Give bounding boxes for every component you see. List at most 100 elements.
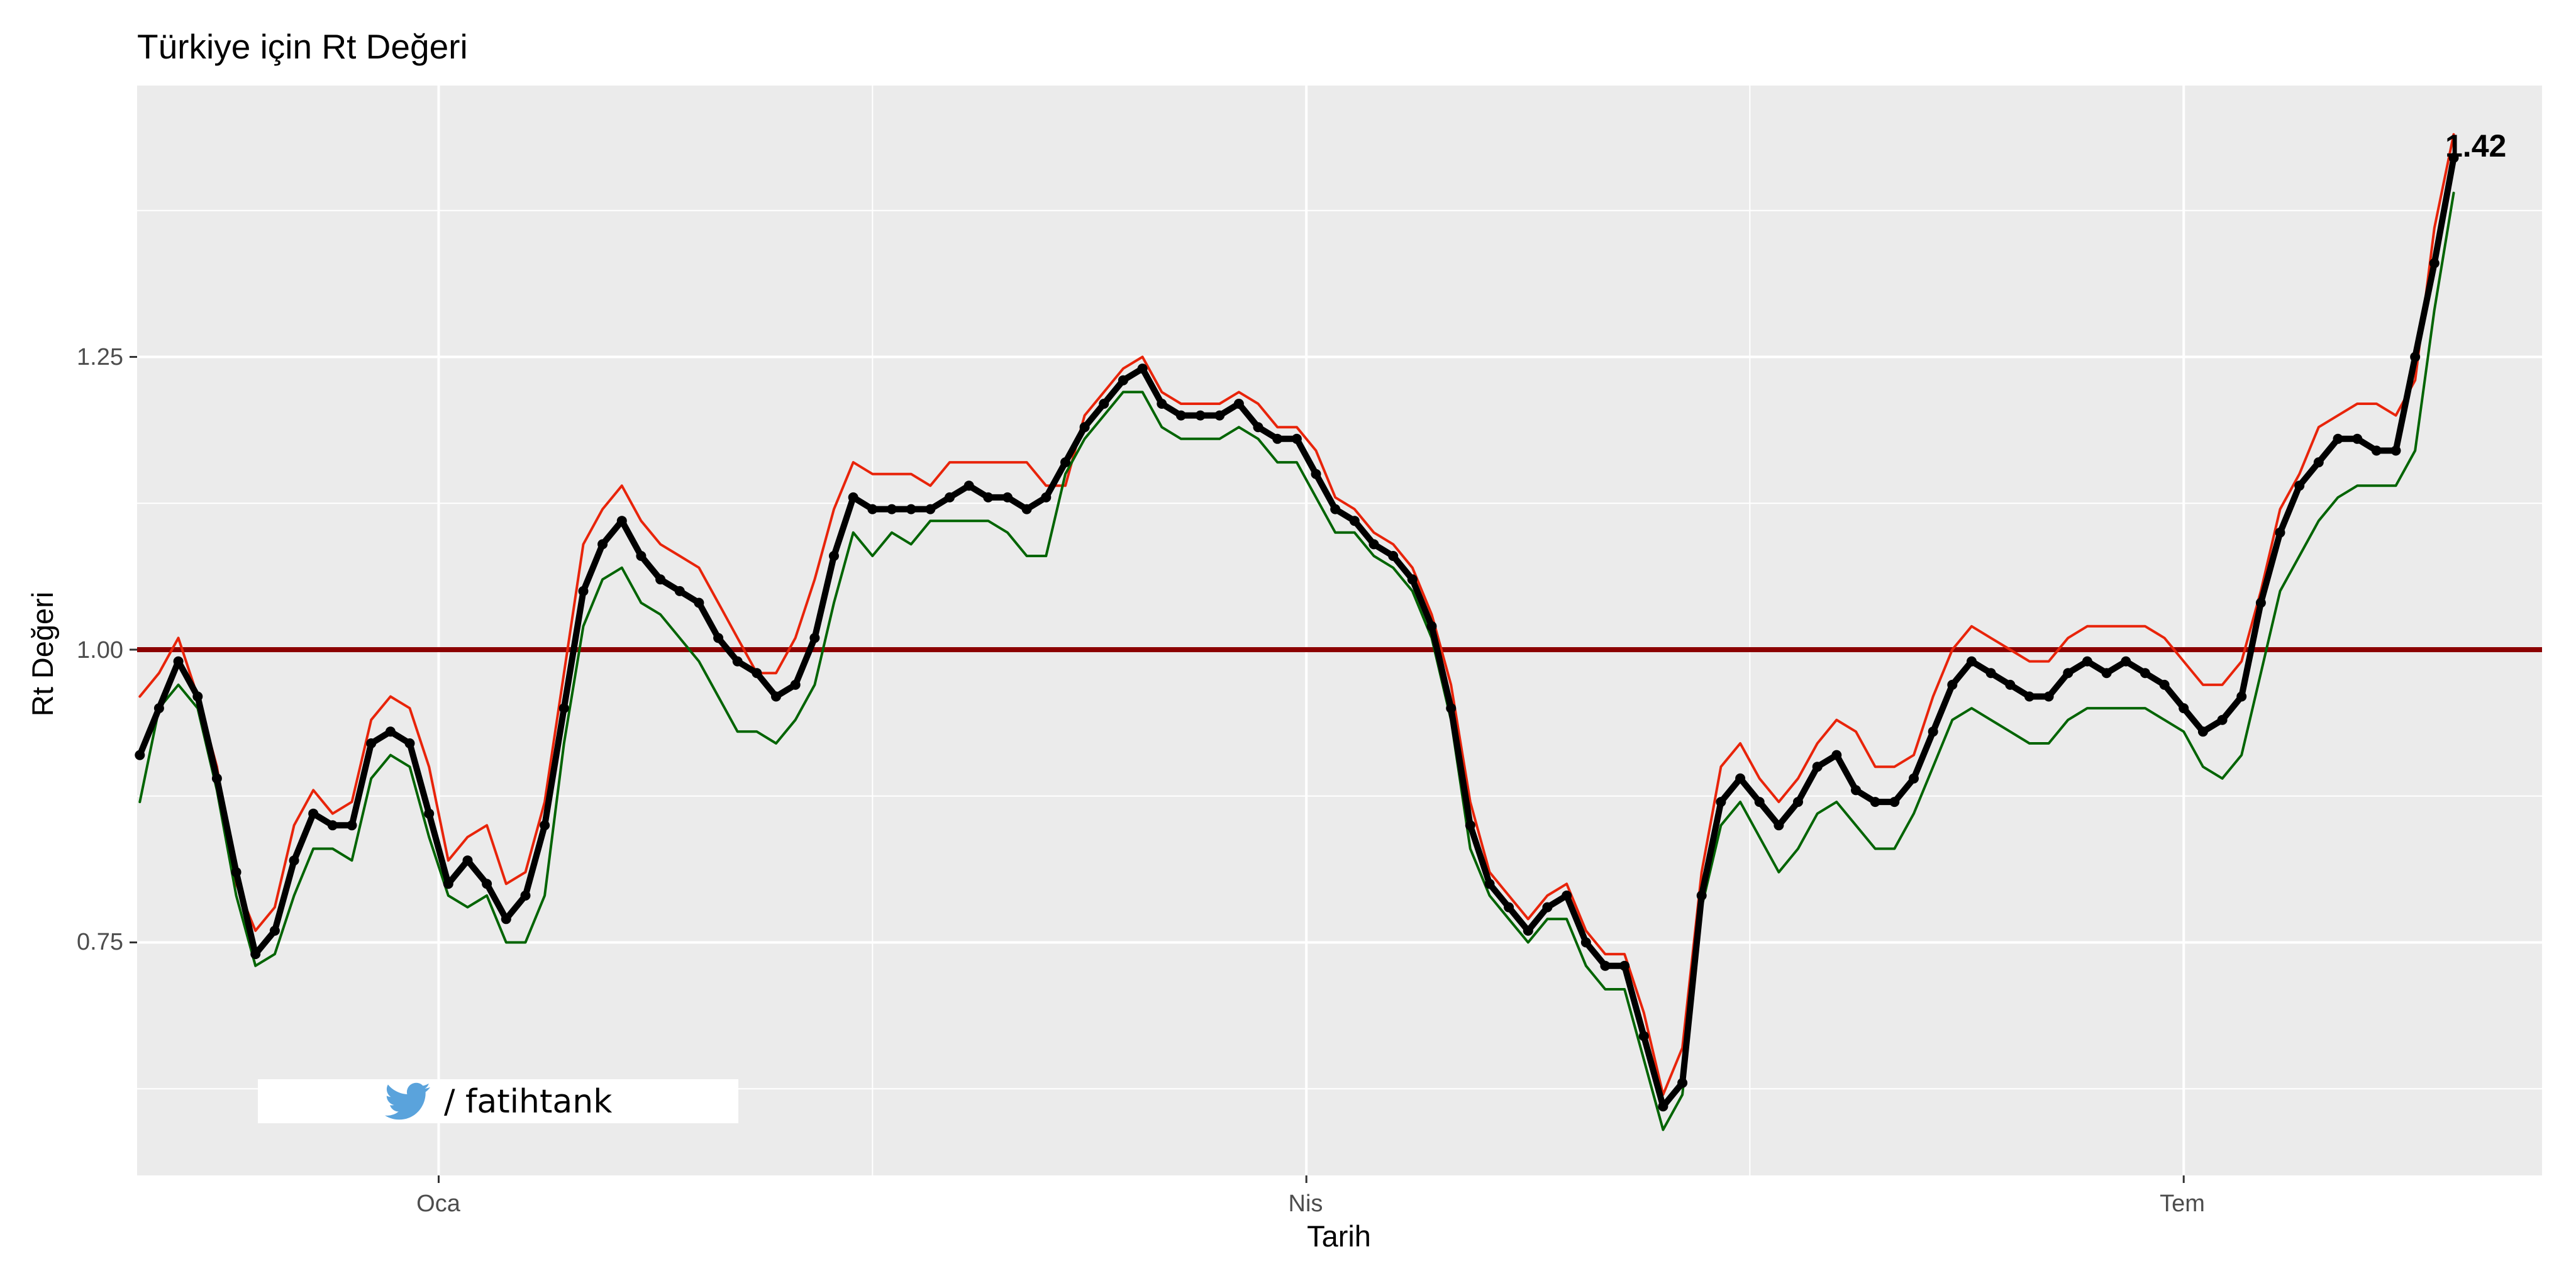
minor-gridlines	[4, 86, 2542, 1175]
rt-point	[1619, 960, 1630, 971]
rt-point	[1291, 433, 1302, 444]
rt-point	[540, 820, 550, 831]
rt-point	[1831, 750, 1842, 760]
rt-point	[2390, 445, 2401, 456]
rt-point	[520, 891, 531, 901]
rt-point	[1388, 551, 1399, 561]
rt-point	[1137, 364, 1148, 374]
rt-point	[1233, 399, 1244, 409]
rt-point	[597, 539, 608, 550]
rt-point	[1079, 422, 1090, 433]
rt-point	[1446, 703, 1457, 714]
x-axis-title: Tarih	[1307, 1219, 1371, 1253]
x-tick-label: Tem	[2160, 1191, 2205, 1217]
rt-point	[558, 703, 569, 714]
rt-point	[1368, 539, 1379, 550]
rt-point	[1967, 656, 1977, 667]
rt-point	[1311, 469, 1321, 479]
rt-point	[308, 808, 319, 819]
rt-point	[1407, 574, 1418, 585]
rt-point	[2313, 457, 2324, 468]
rt-point	[501, 914, 511, 924]
rt-point	[2197, 726, 2208, 737]
rt-point	[925, 504, 936, 514]
rt-point	[2101, 668, 2112, 679]
rt-point	[404, 738, 415, 748]
rt-points	[135, 153, 2459, 1112]
rt-point	[462, 855, 473, 866]
rt-point	[1426, 621, 1437, 631]
twitter-bird-icon	[385, 1082, 430, 1120]
rt-point	[655, 574, 666, 585]
rt-point	[1985, 668, 1996, 679]
y-tick-label: 0.75	[77, 929, 123, 955]
rt-point	[1484, 879, 1495, 889]
rt-point	[1600, 960, 1611, 971]
rt-point	[366, 738, 377, 748]
rt-point	[1021, 504, 1032, 514]
rt-point	[1157, 399, 1167, 409]
rt-point	[2159, 679, 2170, 690]
rt-point	[1774, 820, 1784, 831]
rt-point	[2294, 480, 2305, 491]
x-tick-label: Nis	[1289, 1191, 1323, 1217]
rt-point	[1041, 492, 1052, 502]
rt-point	[1947, 679, 1958, 690]
rt-point	[1580, 937, 1591, 948]
rt-point	[578, 586, 589, 596]
credit-background	[258, 1079, 738, 1123]
rt-point	[636, 551, 647, 561]
rt-point	[1735, 773, 1746, 784]
rt-point	[1889, 797, 1900, 808]
rt-point	[2217, 714, 2228, 725]
rt-point	[829, 551, 839, 561]
rt-point	[771, 691, 781, 702]
rt-point	[2429, 258, 2440, 269]
rt-point	[2410, 352, 2421, 362]
y-tick-label: 1.00	[77, 637, 123, 663]
credit-handle: / fatihtank	[444, 1083, 612, 1121]
rt-point	[2005, 679, 2016, 690]
rt-point	[1562, 891, 1572, 901]
rt-point	[1175, 410, 1186, 421]
rt-point	[1677, 1077, 1688, 1088]
rt-point	[2082, 656, 2092, 667]
rt-point	[1099, 399, 1109, 409]
rt-point	[2352, 433, 2363, 444]
rt-point	[1195, 410, 1206, 421]
rt-point	[1504, 902, 1514, 913]
chart-title: Türkiye için Rt Değeri	[137, 27, 468, 66]
rt-point	[1253, 422, 1263, 433]
rt-point	[231, 867, 242, 877]
rt-point	[347, 820, 357, 831]
y-axis-title: Rt Değeri	[26, 592, 59, 717]
rt-point	[2140, 668, 2150, 679]
rt-point	[1716, 797, 1726, 808]
end-value-label: 1.42	[2445, 128, 2506, 164]
rt-point	[713, 633, 724, 643]
rt-point	[385, 726, 396, 737]
rt-point	[2333, 433, 2343, 444]
rt-point	[2371, 445, 2382, 456]
rt-point	[1851, 785, 1861, 796]
rt-point	[250, 949, 261, 960]
rt-point	[2236, 691, 2247, 702]
rt-point	[1002, 492, 1013, 502]
y-tick-marks	[130, 356, 137, 943]
y-tick-label: 1.25	[77, 344, 123, 370]
rt-point	[906, 504, 916, 514]
plot-panel	[137, 86, 2542, 1175]
series-line-lower	[138, 191, 2455, 1131]
rt-point	[945, 492, 955, 502]
rt-point	[211, 773, 222, 784]
rt-point	[2043, 691, 2054, 702]
rt-point	[269, 925, 280, 936]
rt-point	[674, 586, 685, 596]
y-axis: 0.75 1.00 1.25	[77, 344, 137, 955]
rt-point	[2024, 691, 2035, 702]
rt-point	[809, 633, 820, 643]
x-tick-marks	[438, 1175, 2185, 1183]
rt-point	[482, 879, 492, 889]
credit-box: / fatihtank	[258, 1079, 738, 1123]
